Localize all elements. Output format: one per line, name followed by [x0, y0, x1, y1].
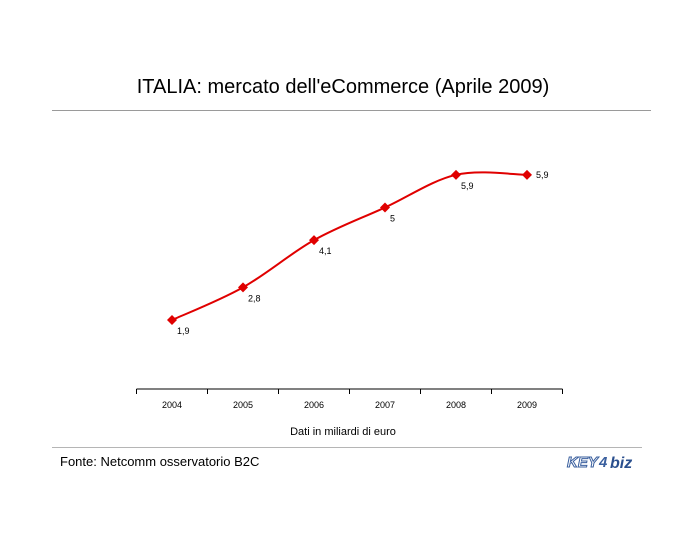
chart-title: ITALIA: mercato dell'eCommerce (Aprile 2… [136, 76, 550, 98]
svg-text:biz: biz [610, 455, 632, 472]
series-line [171, 171, 528, 321]
data-label: 5 [390, 214, 395, 224]
key4biz-logo: KEY 4 biz [567, 454, 633, 473]
data-label: 4,1 [319, 246, 332, 256]
x-tick-label: 2005 [233, 400, 253, 410]
data-point [380, 202, 390, 213]
x-axis-label: Dati in miliardi di euro [290, 426, 396, 438]
svg-text:4: 4 [598, 454, 608, 471]
data-label: 5,9 [461, 181, 474, 191]
data-point [309, 235, 319, 246]
footer-divider [52, 447, 642, 448]
data-point [167, 315, 177, 326]
svg-text:KEY: KEY [567, 454, 600, 471]
x-tick-label: 2007 [375, 400, 395, 410]
x-tick-label: 2008 [446, 400, 466, 410]
data-point [238, 282, 248, 293]
data-label: 1,9 [177, 326, 190, 336]
x-tick-label: 2006 [304, 400, 324, 410]
title-divider [52, 110, 651, 111]
data-label: 5,9 [536, 170, 549, 180]
source-note: Fonte: Netcomm osservatorio B2C [60, 454, 260, 469]
x-tick-label: 2004 [162, 400, 182, 410]
data-point [451, 169, 461, 180]
data-point [522, 169, 532, 180]
data-label: 2,8 [248, 293, 261, 303]
x-tick-label: 2009 [517, 400, 537, 410]
